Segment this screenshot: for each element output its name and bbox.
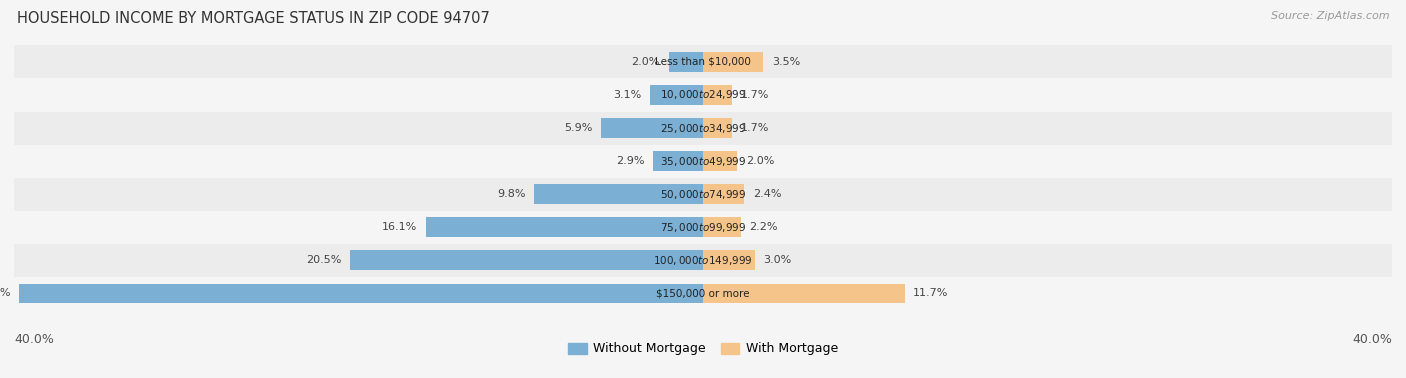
Text: 11.7%: 11.7% <box>912 288 949 298</box>
Bar <box>534 184 703 204</box>
Bar <box>14 145 1392 178</box>
Bar <box>14 244 1392 277</box>
Text: HOUSEHOLD INCOME BY MORTGAGE STATUS IN ZIP CODE 94707: HOUSEHOLD INCOME BY MORTGAGE STATUS IN Z… <box>17 11 489 26</box>
Text: 2.0%: 2.0% <box>747 156 775 166</box>
Bar <box>350 251 703 270</box>
Bar <box>703 184 744 204</box>
Text: $10,000 to $24,999: $10,000 to $24,999 <box>659 88 747 101</box>
Text: 2.9%: 2.9% <box>616 156 644 166</box>
Bar <box>426 217 703 237</box>
Bar <box>14 79 1392 112</box>
Text: 3.5%: 3.5% <box>772 57 800 67</box>
Text: $150,000 or more: $150,000 or more <box>657 288 749 298</box>
Bar <box>14 112 1392 145</box>
Text: 3.0%: 3.0% <box>763 256 792 265</box>
Text: 20.5%: 20.5% <box>307 256 342 265</box>
Text: 1.7%: 1.7% <box>741 90 769 100</box>
Text: $75,000 to $99,999: $75,000 to $99,999 <box>659 221 747 234</box>
Bar <box>703 118 733 138</box>
Bar <box>650 85 703 105</box>
Legend: Without Mortgage, With Mortgage: Without Mortgage, With Mortgage <box>562 338 844 360</box>
Text: 16.1%: 16.1% <box>382 222 418 232</box>
Text: 2.2%: 2.2% <box>749 222 778 232</box>
Bar <box>14 45 1392 79</box>
Bar <box>703 52 763 72</box>
Text: Source: ZipAtlas.com: Source: ZipAtlas.com <box>1271 11 1389 21</box>
Text: 39.7%: 39.7% <box>0 288 11 298</box>
Text: 9.8%: 9.8% <box>498 189 526 199</box>
Bar <box>602 118 703 138</box>
Bar <box>703 251 755 270</box>
Text: 1.7%: 1.7% <box>741 123 769 133</box>
Text: 40.0%: 40.0% <box>1353 333 1392 346</box>
Bar <box>14 211 1392 244</box>
Text: $35,000 to $49,999: $35,000 to $49,999 <box>659 155 747 167</box>
Text: Less than $10,000: Less than $10,000 <box>655 57 751 67</box>
Bar <box>669 52 703 72</box>
Text: 2.4%: 2.4% <box>754 189 782 199</box>
Text: 2.0%: 2.0% <box>631 57 659 67</box>
Bar <box>20 284 703 303</box>
Bar <box>703 85 733 105</box>
Text: 3.1%: 3.1% <box>613 90 641 100</box>
Text: 40.0%: 40.0% <box>14 333 53 346</box>
Text: $50,000 to $74,999: $50,000 to $74,999 <box>659 188 747 201</box>
Text: $100,000 to $149,999: $100,000 to $149,999 <box>654 254 752 267</box>
Bar <box>14 277 1392 310</box>
Bar <box>703 284 904 303</box>
Bar <box>703 151 738 171</box>
Bar <box>14 178 1392 211</box>
Text: $25,000 to $34,999: $25,000 to $34,999 <box>659 122 747 135</box>
Text: 5.9%: 5.9% <box>564 123 593 133</box>
Bar <box>652 151 703 171</box>
Bar <box>703 217 741 237</box>
